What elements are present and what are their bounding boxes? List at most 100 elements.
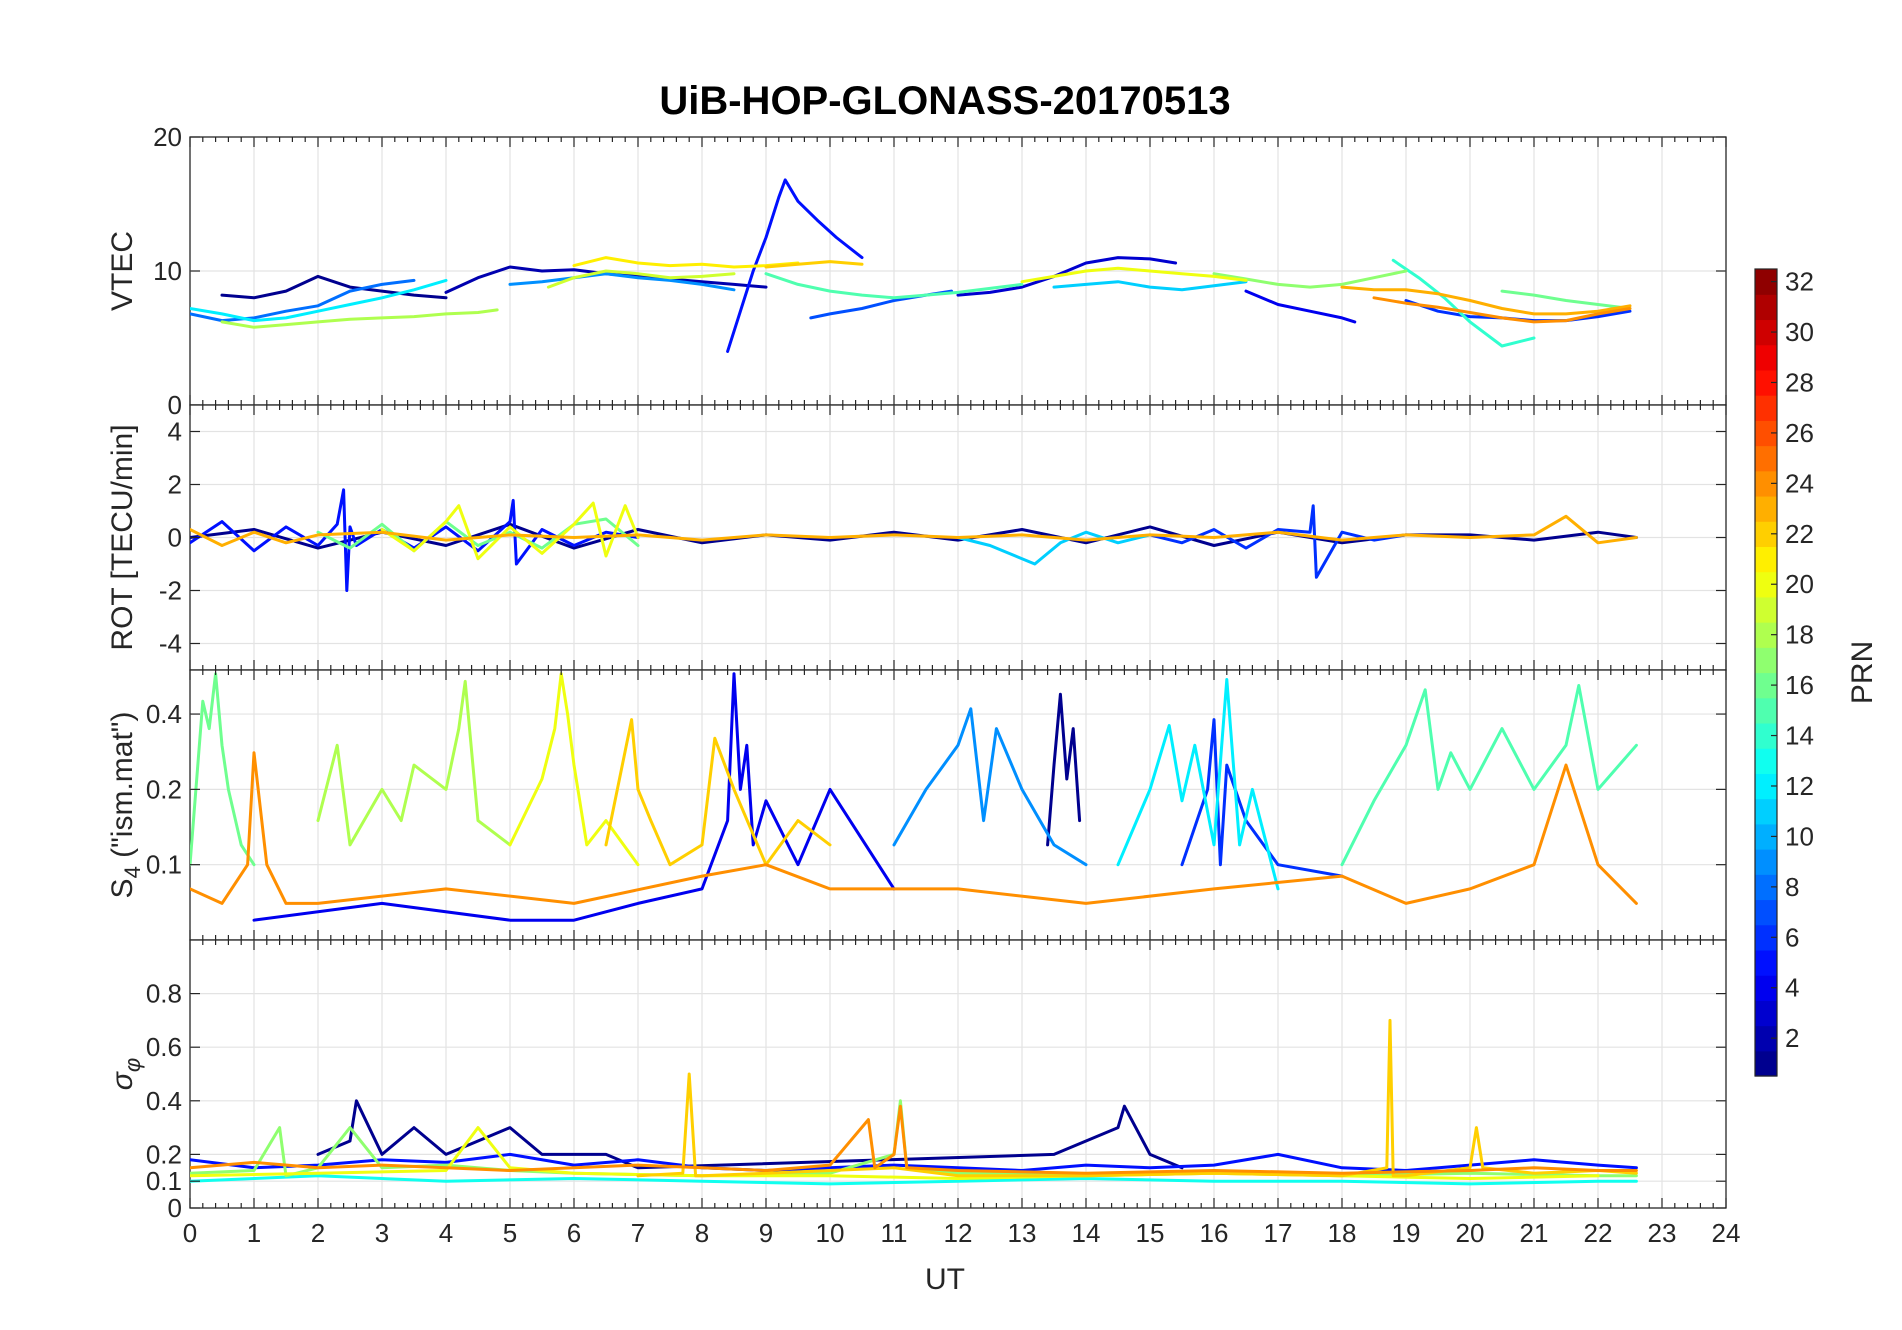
panel-vtec-series-group [190, 178, 1632, 353]
series-rot-prn-20 [380, 501, 640, 561]
colorbar-band [1755, 294, 1777, 321]
series-vtec-prn-21 [572, 256, 800, 269]
series-vtec-prn-24 [1372, 296, 1632, 324]
colorbar-band [1755, 546, 1777, 573]
series-vtec-prn-22 [764, 260, 864, 269]
series-vtec-prn-19 [546, 269, 736, 289]
panel-sigma-y-tick-label: 0.6 [146, 1032, 182, 1062]
x-tick-label: 16 [1200, 1218, 1229, 1248]
colorbar-tick-label: 28 [1785, 367, 1814, 397]
series-s4-prn-12 [1116, 678, 1280, 891]
x-tick-label: 18 [1328, 1218, 1357, 1248]
colorbar-tick-label: 20 [1785, 569, 1814, 599]
colorbar-band [1755, 773, 1777, 800]
x-tick-label: 23 [1648, 1218, 1677, 1248]
x-axis: 0 1 2 3 4 5 6 7 8 9 10 11 12 13 14 15 16 17 18 19 20 21 22 23 24 [183, 1218, 1741, 1248]
x-tick-label: 15 [1136, 1218, 1165, 1248]
panel-rot-y-tick-label: 4 [168, 417, 182, 447]
panel-sigma-y-tick-label: 0.4 [146, 1086, 182, 1116]
colorbar-band [1755, 420, 1777, 447]
series-vtec-prn-5 [726, 178, 864, 353]
series-sigma-prn-13 [190, 1174, 1638, 1186]
colorbar-band [1755, 495, 1777, 522]
series-vtec-prn-11 [1052, 280, 1248, 292]
colorbar-band [1755, 874, 1777, 901]
panel-rot-y-tick-label: 2 [168, 470, 182, 500]
x-tick-label: 7 [631, 1218, 645, 1248]
panel-sigma-y-tick-label: 0 [168, 1193, 182, 1223]
series-vtec-prn-18 [220, 308, 499, 329]
x-tick-label: 6 [567, 1218, 581, 1248]
colorbar-band [1755, 1025, 1777, 1052]
panel-rot-y-tick-label: -2 [159, 576, 182, 606]
x-tick-label: 0 [183, 1218, 197, 1248]
x-tick-label: 11 [881, 1218, 908, 1248]
series-vtec-prn-23 [1340, 285, 1632, 316]
colorbar-band [1755, 647, 1777, 674]
colorbar-band [1755, 319, 1777, 346]
series-s4-prn-24 [190, 751, 1638, 905]
x-tick-label: 21 [1520, 1218, 1549, 1248]
panel-sigma: 00.10.2 0.4 0.6 0.8 σφ [106, 939, 1727, 1223]
series-vtec-prn-16 [1500, 289, 1632, 310]
series-s4-prn-9 [892, 707, 1088, 867]
colorbar-tick-label: 4 [1785, 973, 1799, 1003]
x-tick-label: 22 [1584, 1218, 1613, 1248]
series-rot-prn-23 [190, 514, 1638, 547]
series-sigma-prn-24 [190, 1104, 1638, 1175]
series-vtec-prn-8 [190, 278, 416, 323]
x-tick-label: 1 [247, 1218, 261, 1248]
colorbar-tick-label: 24 [1785, 468, 1814, 498]
series-s4-prn-15 [1340, 684, 1638, 867]
colorbar-tick-label: 22 [1785, 519, 1814, 549]
x-tick-label: 2 [311, 1218, 325, 1248]
colorbar-band [1755, 622, 1777, 648]
panel-s4: 0.1 0.2 0.4S4 ("ism.mat") [106, 669, 1727, 941]
panel-sigma-y-label: σφ [106, 1058, 145, 1090]
panel-s4-y-tick-label: 0.2 [146, 774, 182, 804]
series-vtec-prn-20 [1020, 266, 1248, 284]
panel-s4-y-label: S4 ("ism.mat") [106, 712, 145, 899]
series-s4-prn-4 [252, 672, 896, 922]
colorbar-tick-label: 14 [1785, 721, 1814, 751]
colorbar-band [1755, 395, 1777, 421]
panel-sigma-y-tick-label: 0.2 [146, 1139, 182, 1169]
panel-vtec-y-label: VTEC [106, 231, 139, 311]
series-vtec-prn-9 [508, 272, 736, 292]
colorbar-band [1755, 269, 1777, 295]
colorbar-tick-label: 32 [1785, 267, 1814, 297]
colorbar-band [1755, 1050, 1777, 1077]
colorbar-band [1755, 924, 1777, 951]
colorbar-band [1755, 697, 1777, 724]
panel-rot-y-tick-label: 0 [168, 523, 182, 553]
series-vtec-prn-1 [220, 274, 448, 300]
series-s4-prn-6 [1180, 718, 1344, 878]
series-s4-prn-16 [190, 672, 256, 867]
panel-vtec-y-tick-label: 0 [168, 390, 182, 420]
series-sigma-prn-5 [190, 1152, 1638, 1172]
panel-s4-y-tick-label: 0.1 [146, 850, 182, 880]
panel-rot-series-group [190, 488, 1638, 592]
x-tick-label: 19 [1392, 1218, 1421, 1248]
panel-rot-y-label: ROT [TECU/min] [106, 424, 139, 650]
colorbar-tick-label: 12 [1785, 771, 1814, 801]
colorbar-band [1755, 672, 1777, 699]
panel-rot-y-tick-label: -4 [159, 629, 182, 659]
colorbar-band [1755, 369, 1777, 396]
colorbar-band [1755, 596, 1777, 623]
x-tick-label: 9 [759, 1218, 773, 1248]
x-tick-label: 5 [503, 1218, 517, 1248]
colorbar-band [1755, 975, 1777, 1001]
series-rot-prn-6 [1148, 504, 1408, 579]
colorbar-band [1755, 823, 1777, 850]
colorbar-band [1755, 344, 1777, 371]
panel-vtec-y-tick-label: 10 [153, 256, 182, 286]
x-tick-label: 13 [1008, 1218, 1037, 1248]
series-vtec-prn-3 [956, 256, 1178, 297]
series-s4-prn-20 [508, 672, 640, 867]
panel-s4-y-tick-label: 0.4 [146, 699, 182, 729]
x-tick-label: 20 [1456, 1218, 1485, 1248]
panel-sigma-y-tick-label: 0.1 [146, 1166, 182, 1196]
colorbar-band [1755, 949, 1777, 976]
